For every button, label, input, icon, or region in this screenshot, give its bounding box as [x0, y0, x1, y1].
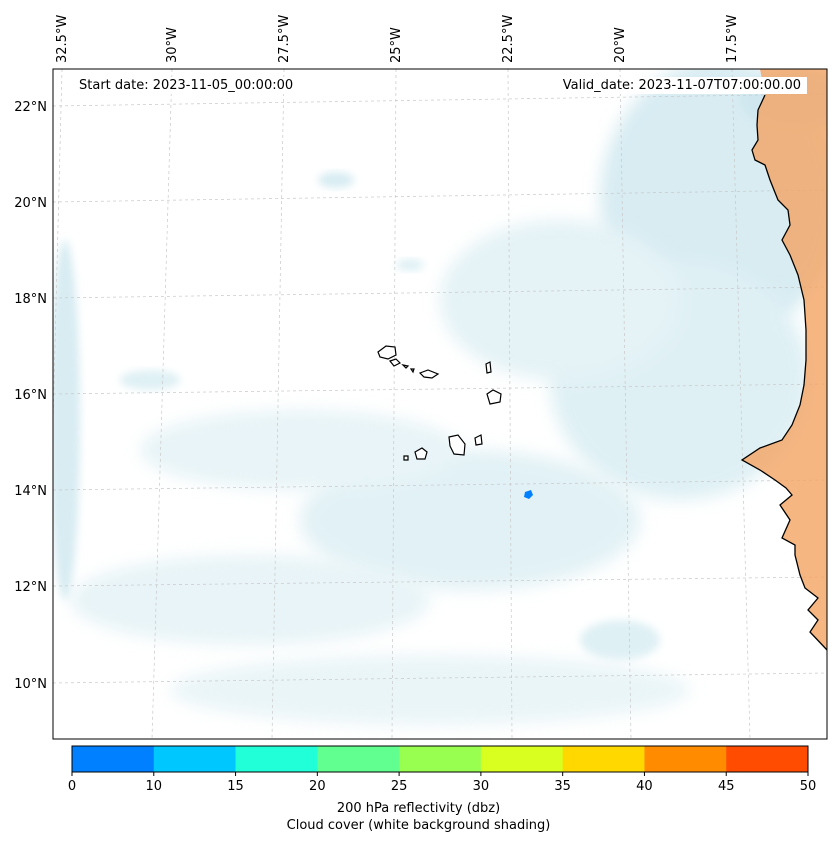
colorbar-tick-label: 45: [718, 779, 735, 794]
meridian-line: [619, 69, 632, 739]
colorbar-tick-label: 40: [636, 779, 653, 794]
meridian-line: [731, 69, 751, 739]
longitude-labels: 32.5°W 30°W 27.5°W 25°W 22.5°W 20°W 17.5°W: [55, 15, 740, 63]
colorbar: 0 10 15 20 25 30 35 40 45 50: [68, 745, 817, 794]
colorbar-segment: [399, 746, 482, 772]
colorbar-tick-label: 35: [554, 779, 571, 794]
latitude-tick-label: 14°N: [14, 484, 47, 499]
colorbar-tick-label: 0: [68, 779, 76, 794]
latitude-tick-label: 18°N: [14, 292, 47, 307]
latitude-tick-label: 10°N: [14, 677, 47, 692]
longitude-tick-label: 27.5°W: [277, 15, 292, 63]
colorbar-frame: [71, 745, 809, 773]
meridian-line: [151, 69, 173, 739]
latitude-tick-label: 12°N: [14, 580, 47, 595]
colorbar-tick-label: 30: [473, 779, 490, 794]
latitude-tick-label: 20°N: [14, 196, 47, 211]
colorbar-tick-label: 10: [146, 779, 163, 794]
colorbar-segment: [235, 746, 318, 772]
colorbar-segment: [317, 746, 400, 772]
colorbar-segment: [153, 746, 237, 772]
cloud-cover-shading: [53, 69, 827, 725]
start-date-annotation: Start date: 2023-11-05_00:00:00: [73, 77, 300, 94]
colorbar-sublabel: Cloud cover (white background shading): [286, 818, 551, 833]
longitude-tick-label: 25°W: [389, 27, 404, 63]
latitude-tick-label: 16°N: [14, 388, 47, 403]
colorbar-tick-label: 20: [309, 779, 326, 794]
latitude-labels: 22°N 20°N 18°N 16°N 14°N 12°N 10°N: [14, 100, 47, 692]
land-mass: [742, 69, 827, 650]
colorbar-segment: [644, 746, 727, 772]
colorbar-segment: [72, 746, 155, 772]
longitude-tick-label: 17.5°W: [725, 15, 740, 63]
meridian-line: [391, 69, 397, 739]
longitude-tick-label: 20°W: [613, 27, 628, 63]
latitude-tick-label: 22°N: [14, 100, 47, 115]
meridian-line: [507, 69, 513, 739]
map-frame: [52, 68, 828, 740]
meridian-line: [271, 69, 285, 739]
cape-verde-islands: [377, 345, 502, 461]
longitude-tick-label: 32.5°W: [55, 15, 70, 63]
colorbar-label: 200 hPa reflectivity (dbz): [336, 801, 501, 816]
graticule: [53, 69, 827, 739]
valid-date-annotation: Valid_date: 2023-11-07T07:00:00.00: [556, 77, 807, 94]
longitude-tick-label: 22.5°W: [501, 15, 516, 63]
colorbar-segment: [480, 746, 564, 772]
longitude-tick-label: 30°W: [165, 27, 180, 63]
colorbar-tick-label: 25: [391, 779, 408, 794]
colorbar-segment: [562, 746, 645, 772]
colorbar-tick-label: 50: [800, 779, 817, 794]
coastline: [740, 94, 827, 651]
reflectivity-cell: [524, 490, 533, 499]
colorbar-segment: [726, 746, 809, 772]
colorbar-tick-label: 15: [227, 779, 244, 794]
